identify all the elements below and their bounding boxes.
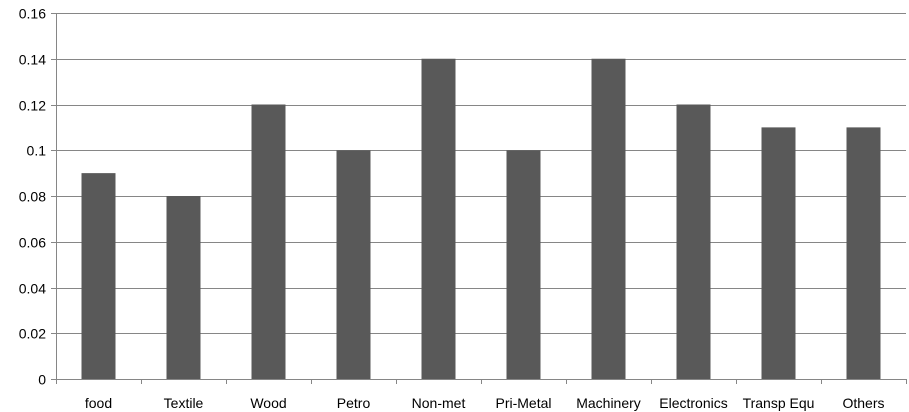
x-tick-labels: food Textile Wood Petro Non-met Pri-Metal Mach… — [85, 395, 885, 411]
y-tick-label: 0.08 — [19, 189, 46, 205]
bar-wood — [252, 105, 286, 380]
bar-food — [82, 173, 116, 379]
bar-others — [847, 127, 881, 379]
bar-machinery — [592, 59, 626, 379]
y-tick-label: 0.1 — [27, 143, 47, 159]
y-tick-label: 0.06 — [19, 235, 46, 251]
bar-transp-equ — [762, 127, 796, 379]
x-tick-label: Pri-Metal — [495, 395, 551, 411]
y-tick-label: 0.02 — [19, 326, 46, 342]
x-tick-label: Machinery — [576, 395, 641, 411]
x-tick-label: Transp Equ — [743, 395, 815, 411]
x-tick-label: Others — [842, 395, 884, 411]
bar-pri-metal — [507, 150, 541, 379]
x-tick-label: Non-met — [412, 395, 466, 411]
x-tick-label: Textile — [164, 395, 204, 411]
bar-non-met — [422, 59, 456, 379]
y-tick-label: 0.14 — [19, 52, 46, 68]
bars — [82, 59, 881, 379]
bar-electronics — [677, 105, 711, 380]
x-tick-label: Electronics — [659, 395, 727, 411]
y-tick-label: 0.12 — [19, 98, 46, 114]
y-tick-label: 0.04 — [19, 281, 46, 297]
x-tick-label: Wood — [250, 395, 286, 411]
bar-petro — [337, 150, 371, 379]
bar-textile — [167, 196, 201, 379]
x-tick-label: Petro — [337, 395, 371, 411]
y-tick-labels: 0 0.02 0.04 0.06 0.08 0.1 0.12 0.14 0.16 — [19, 6, 46, 388]
y-tick-label: 0.16 — [19, 6, 46, 22]
x-tick-label: food — [85, 395, 112, 411]
y-tick-label: 0 — [38, 372, 46, 388]
